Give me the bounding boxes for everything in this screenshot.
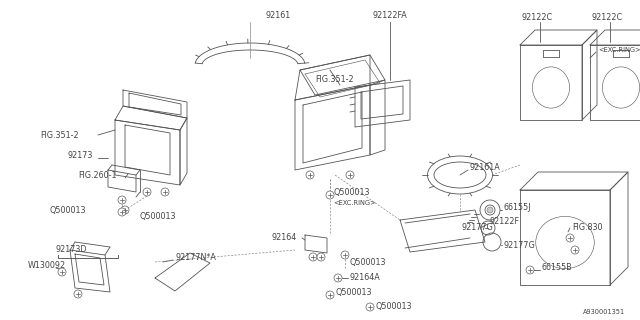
Text: 92161: 92161 [265,11,291,20]
Circle shape [58,268,66,276]
Text: 92164: 92164 [272,234,297,243]
Text: 92173D: 92173D [56,245,88,254]
Text: Q500013: Q500013 [140,212,177,221]
Circle shape [161,188,169,196]
Text: 92177N*A: 92177N*A [175,253,216,262]
Text: 92173: 92173 [68,150,93,159]
Circle shape [487,207,493,213]
Text: Q500013: Q500013 [50,205,86,214]
Circle shape [118,196,126,204]
Circle shape [341,251,349,259]
Circle shape [317,253,325,261]
Text: FIG.351-2: FIG.351-2 [315,76,354,84]
Circle shape [526,266,534,274]
Text: FIG.830: FIG.830 [572,223,602,233]
Text: <EXC.RING>: <EXC.RING> [333,200,376,206]
Text: Q500013: Q500013 [333,188,369,197]
Text: 92177G: 92177G [504,241,536,250]
Circle shape [306,171,314,179]
Text: FIG.260-1: FIG.260-1 [78,171,116,180]
Circle shape [366,303,374,311]
Text: <EXC.RING>: <EXC.RING> [598,47,640,53]
Text: 92177G: 92177G [462,223,493,233]
Circle shape [309,253,317,261]
Circle shape [346,171,354,179]
Circle shape [326,191,334,199]
Text: 92161A: 92161A [470,164,500,172]
Circle shape [118,208,126,216]
Text: 92122F: 92122F [490,218,520,227]
Text: Q500013: Q500013 [350,258,387,267]
Circle shape [121,206,129,214]
Text: FIG.351-2: FIG.351-2 [40,131,79,140]
Text: W130092: W130092 [28,260,66,269]
Text: Q500013: Q500013 [335,289,371,298]
Circle shape [571,246,579,254]
Text: Q500013: Q500013 [375,301,412,310]
Text: 92122C: 92122C [592,13,623,22]
Circle shape [74,290,82,298]
Text: 92122FA: 92122FA [372,11,408,20]
Text: A930001351: A930001351 [583,309,625,315]
Text: 66155B: 66155B [542,263,573,273]
Text: 92164A: 92164A [350,274,381,283]
Circle shape [566,234,574,242]
Circle shape [143,188,151,196]
Text: 92122C: 92122C [522,13,553,22]
Circle shape [334,274,342,282]
Text: 66155J: 66155J [504,204,531,212]
Circle shape [326,291,334,299]
